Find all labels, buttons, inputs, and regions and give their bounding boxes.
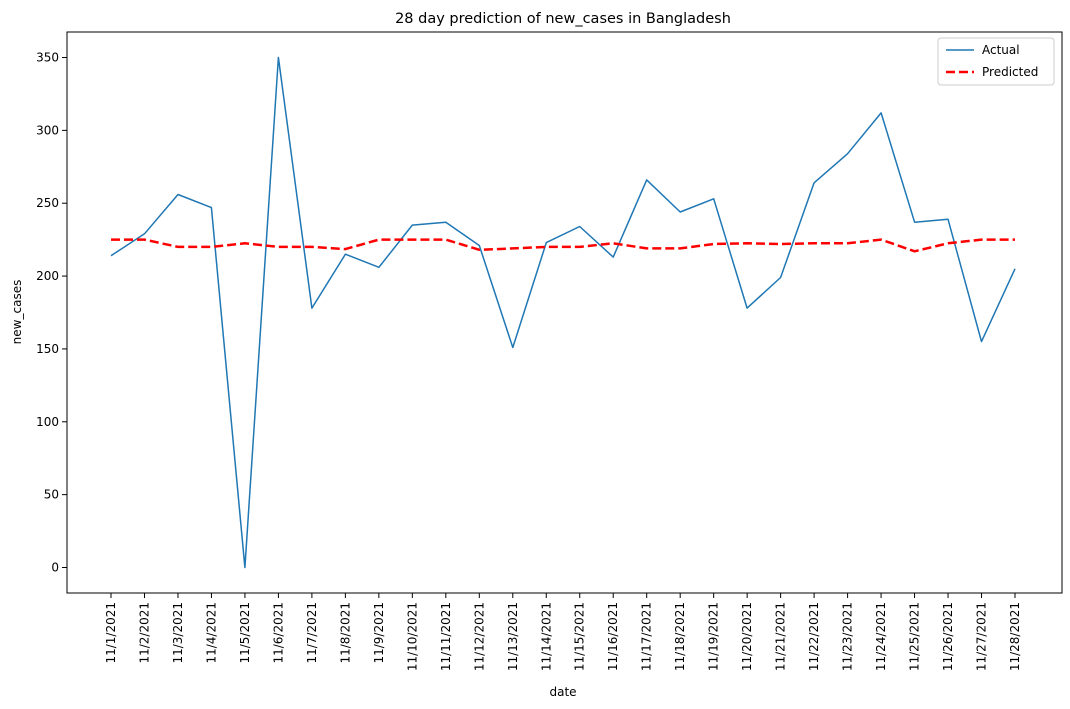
- x-tick-label: 11/20/2021: [740, 602, 754, 671]
- y-tick-label: 0: [51, 561, 59, 575]
- legend: Actual Predicted: [937, 37, 1055, 86]
- x-tick-label: 11/17/2021: [640, 602, 654, 671]
- y-tick-label: 150: [36, 342, 59, 356]
- x-tick-label: 11/15/2021: [573, 602, 587, 671]
- x-tick-label: 11/11/2021: [439, 602, 453, 671]
- x-tick-label: 11/10/2021: [405, 602, 419, 671]
- y-tick-label: 300: [36, 123, 59, 137]
- x-tick-label: 11/23/2021: [841, 602, 855, 671]
- plot-area: [66, 31, 1063, 594]
- x-tick-label: 11/4/2021: [204, 602, 218, 664]
- series-layer: [110, 56, 1016, 569]
- x-tick-label: 11/28/2021: [1008, 602, 1022, 671]
- chart-title: 28 day prediction of new_cases in Bangla…: [395, 11, 731, 27]
- x-tick-label: 11/16/2021: [606, 602, 620, 671]
- y-tick-label: 100: [36, 415, 59, 429]
- y-tick-label: 50: [44, 488, 59, 502]
- x-tick-label: 11/26/2021: [941, 602, 955, 671]
- x-tick-label: 11/6/2021: [271, 602, 285, 664]
- x-tick-label: 11/18/2021: [673, 602, 687, 671]
- legend-label-predicted: Predicted: [982, 65, 1038, 79]
- x-tick-label: 11/13/2021: [506, 602, 520, 671]
- y-tick-label: 250: [36, 196, 59, 210]
- x-tick-label: 11/21/2021: [774, 602, 788, 671]
- x-tick-label: 11/9/2021: [372, 602, 386, 664]
- x-tick-label: 11/12/2021: [472, 602, 486, 671]
- x-tick-label: 11/24/2021: [874, 602, 888, 671]
- x-tick-label: 11/1/2021: [104, 602, 118, 664]
- x-tick-label: 11/5/2021: [238, 602, 252, 664]
- y-axis-label: new_cases: [10, 280, 24, 345]
- x-tick-label: 11/25/2021: [908, 602, 922, 671]
- x-tick-label: 11/2/2021: [137, 602, 151, 664]
- series-line-predicted: [111, 238, 1015, 253]
- x-tick-label: 11/27/2021: [975, 602, 989, 671]
- x-tick-label: 11/8/2021: [338, 602, 352, 664]
- x-tick-label: 11/7/2021: [305, 602, 319, 664]
- x-axis-label: date: [549, 685, 576, 699]
- plot-frame: [66, 31, 1063, 594]
- x-tick-label: 11/3/2021: [171, 602, 185, 664]
- x-tick-label: 11/14/2021: [539, 602, 553, 671]
- x-tick-label: 11/22/2021: [807, 602, 821, 671]
- y-tick-label: 350: [36, 51, 59, 65]
- series-line-actual: [110, 56, 1016, 569]
- y-tick-label: 200: [36, 269, 59, 283]
- x-axis: 11/1/2021 11/2/2021 11/3/2021 11/4/2021 11/5…: [104, 593, 1022, 671]
- x-tick-label: 11/19/2021: [707, 602, 721, 671]
- y-axis: 0 50 100 150 200 250 300 350: [36, 51, 67, 575]
- legend-label-actual: Actual: [982, 43, 1020, 57]
